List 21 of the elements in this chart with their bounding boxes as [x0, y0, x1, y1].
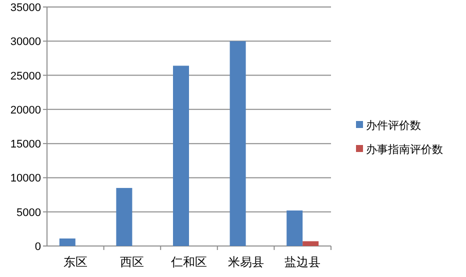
y-tick-label: 35000	[10, 2, 41, 14]
bar	[286, 210, 303, 246]
bar	[173, 66, 189, 246]
legend-label: 办事指南评价数	[366, 143, 443, 156]
x-tick-label: 仁和区	[170, 255, 207, 269]
bar	[116, 188, 132, 246]
bar	[302, 241, 319, 246]
y-tick-label: 15000	[10, 138, 41, 151]
x-tick-label: 米易县	[228, 255, 264, 269]
y-tick-label: 30000	[10, 36, 41, 48]
x-tick-label: 盐边县	[284, 255, 321, 269]
y-tick-label: 25000	[10, 70, 41, 82]
y-tick-label: 5000	[16, 206, 41, 219]
y-tick-label: 0	[34, 241, 41, 253]
bar	[230, 41, 246, 246]
y-tick-label: 20000	[10, 104, 41, 116]
legend-label: 办件评价数	[366, 119, 421, 132]
x-tick-label: 东区	[63, 255, 88, 269]
y-tick-label: 10000	[10, 172, 41, 185]
x-tick-label: 西区	[120, 255, 144, 269]
bar	[59, 238, 76, 246]
